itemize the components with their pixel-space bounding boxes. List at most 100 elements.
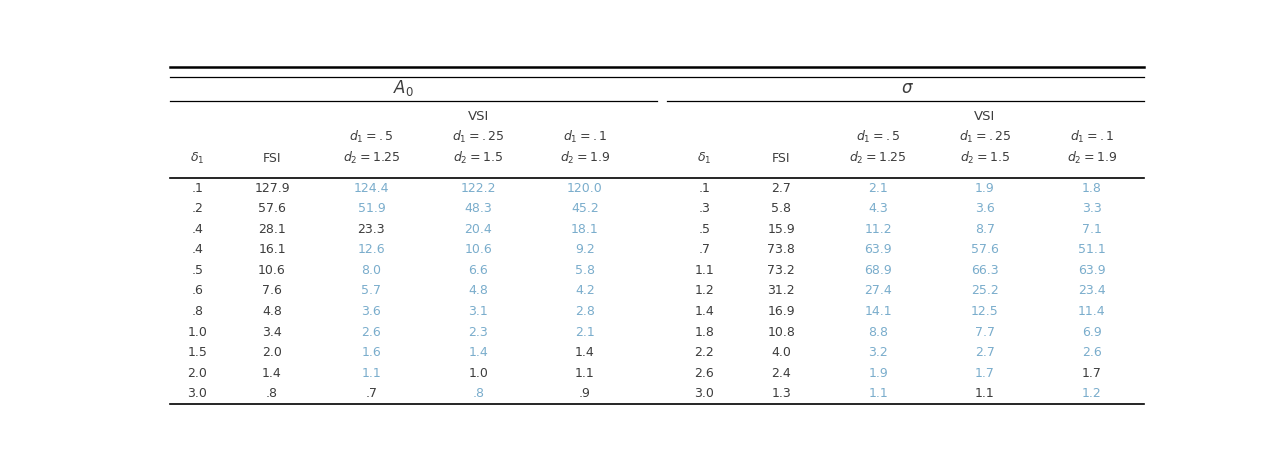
Text: 1.3: 1.3	[772, 387, 791, 400]
Text: 1.4: 1.4	[576, 346, 595, 359]
Text: 27.4: 27.4	[864, 284, 892, 297]
Text: 6.6: 6.6	[468, 264, 488, 277]
Text: 12.5: 12.5	[970, 305, 999, 318]
Text: 10.8: 10.8	[768, 326, 795, 338]
Text: 12.6: 12.6	[358, 243, 385, 256]
Text: 122.2: 122.2	[460, 182, 496, 195]
Text: .8: .8	[191, 305, 204, 318]
Text: 7.1: 7.1	[1082, 223, 1101, 236]
Text: $d_1 = .5$: $d_1 = .5$	[349, 129, 394, 145]
Text: 124.4: 124.4	[354, 182, 390, 195]
Text: 63.9: 63.9	[864, 243, 892, 256]
Text: $d_2 = 1.25$: $d_2 = 1.25$	[342, 150, 400, 166]
Text: 68.9: 68.9	[864, 264, 892, 277]
Text: 6.9: 6.9	[1082, 326, 1101, 338]
Text: 8.8: 8.8	[868, 326, 888, 338]
Text: 45.2: 45.2	[570, 202, 599, 215]
Text: 1.1: 1.1	[576, 367, 595, 380]
Text: 3.0: 3.0	[695, 387, 714, 400]
Text: .5: .5	[191, 264, 204, 277]
Text: 73.8: 73.8	[768, 243, 795, 256]
Text: VSI: VSI	[468, 110, 488, 123]
Text: 5.7: 5.7	[362, 284, 381, 297]
Text: 2.1: 2.1	[868, 182, 888, 195]
Text: 4.0: 4.0	[772, 346, 791, 359]
Text: 1.1: 1.1	[695, 264, 714, 277]
Text: 23.4: 23.4	[1078, 284, 1105, 297]
Text: FSI: FSI	[263, 152, 281, 164]
Text: .7: .7	[365, 387, 377, 400]
Text: $d_1 = .25$: $d_1 = .25$	[453, 129, 504, 145]
Text: 1.9: 1.9	[976, 182, 995, 195]
Text: VSI: VSI	[974, 110, 996, 123]
Text: .8: .8	[267, 387, 278, 400]
Text: 2.6: 2.6	[362, 326, 381, 338]
Text: 2.7: 2.7	[974, 346, 995, 359]
Text: 15.9: 15.9	[768, 223, 795, 236]
Text: 10.6: 10.6	[258, 264, 286, 277]
Text: .4: .4	[191, 223, 204, 236]
Text: 31.2: 31.2	[768, 284, 795, 297]
Text: $d_2 = 1.25$: $d_2 = 1.25$	[850, 150, 906, 166]
Text: 2.3: 2.3	[468, 326, 488, 338]
Text: 1.4: 1.4	[695, 305, 714, 318]
Text: 1.1: 1.1	[868, 387, 888, 400]
Text: 8.0: 8.0	[362, 264, 381, 277]
Text: 48.3: 48.3	[464, 202, 492, 215]
Text: 1.2: 1.2	[695, 284, 714, 297]
Text: .7: .7	[699, 243, 710, 256]
Text: 51.9: 51.9	[358, 202, 386, 215]
Text: 3.2: 3.2	[868, 346, 888, 359]
Text: $d_1 = .25$: $d_1 = .25$	[959, 129, 1011, 145]
Text: 1.4: 1.4	[262, 367, 282, 380]
Text: 1.0: 1.0	[468, 367, 488, 380]
Text: .4: .4	[191, 243, 204, 256]
Text: 1.6: 1.6	[362, 346, 381, 359]
Text: $d_1 = .5$: $d_1 = .5$	[856, 129, 900, 145]
Text: 11.4: 11.4	[1078, 305, 1105, 318]
Text: .6: .6	[191, 284, 204, 297]
Text: 7.7: 7.7	[974, 326, 995, 338]
Text: 1.1: 1.1	[362, 367, 381, 380]
Text: 3.4: 3.4	[262, 326, 282, 338]
Text: $d_2 = 1.9$: $d_2 = 1.9$	[1067, 150, 1117, 166]
Text: 120.0: 120.0	[567, 182, 603, 195]
Text: 23.3: 23.3	[358, 223, 385, 236]
Text: $A_0$: $A_0$	[394, 78, 414, 98]
Text: $d_1 = .1$: $d_1 = .1$	[563, 129, 608, 145]
Text: .8: .8	[472, 387, 485, 400]
Text: 1.2: 1.2	[1082, 387, 1101, 400]
Text: 66.3: 66.3	[970, 264, 999, 277]
Text: 28.1: 28.1	[258, 223, 286, 236]
Text: .1: .1	[191, 182, 204, 195]
Text: 1.1: 1.1	[976, 387, 995, 400]
Text: 1.7: 1.7	[974, 367, 995, 380]
Text: 73.2: 73.2	[768, 264, 795, 277]
Text: FSI: FSI	[772, 152, 791, 164]
Text: .1: .1	[699, 182, 710, 195]
Text: .9: .9	[579, 387, 591, 400]
Text: 4.3: 4.3	[868, 202, 888, 215]
Text: 2.8: 2.8	[576, 305, 595, 318]
Text: $d_1 = .1$: $d_1 = .1$	[1069, 129, 1114, 145]
Text: $d_2 = 1.9$: $d_2 = 1.9$	[560, 150, 610, 166]
Text: 5.8: 5.8	[576, 264, 595, 277]
Text: .5: .5	[699, 223, 710, 236]
Text: 3.6: 3.6	[976, 202, 995, 215]
Text: 4.8: 4.8	[468, 284, 488, 297]
Text: 2.1: 2.1	[576, 326, 595, 338]
Text: 3.0: 3.0	[187, 387, 208, 400]
Text: 8.7: 8.7	[974, 223, 995, 236]
Text: $\sigma$: $\sigma$	[901, 79, 914, 97]
Text: 57.6: 57.6	[970, 243, 999, 256]
Text: 1.5: 1.5	[187, 346, 208, 359]
Text: 16.1: 16.1	[258, 243, 286, 256]
Text: $d_2 = 1.5$: $d_2 = 1.5$	[960, 150, 1010, 166]
Text: 1.9: 1.9	[868, 367, 888, 380]
Text: 14.1: 14.1	[864, 305, 892, 318]
Text: .2: .2	[191, 202, 204, 215]
Text: 4.8: 4.8	[262, 305, 282, 318]
Text: 2.6: 2.6	[695, 367, 714, 380]
Text: 9.2: 9.2	[576, 243, 595, 256]
Text: 51.1: 51.1	[1078, 243, 1105, 256]
